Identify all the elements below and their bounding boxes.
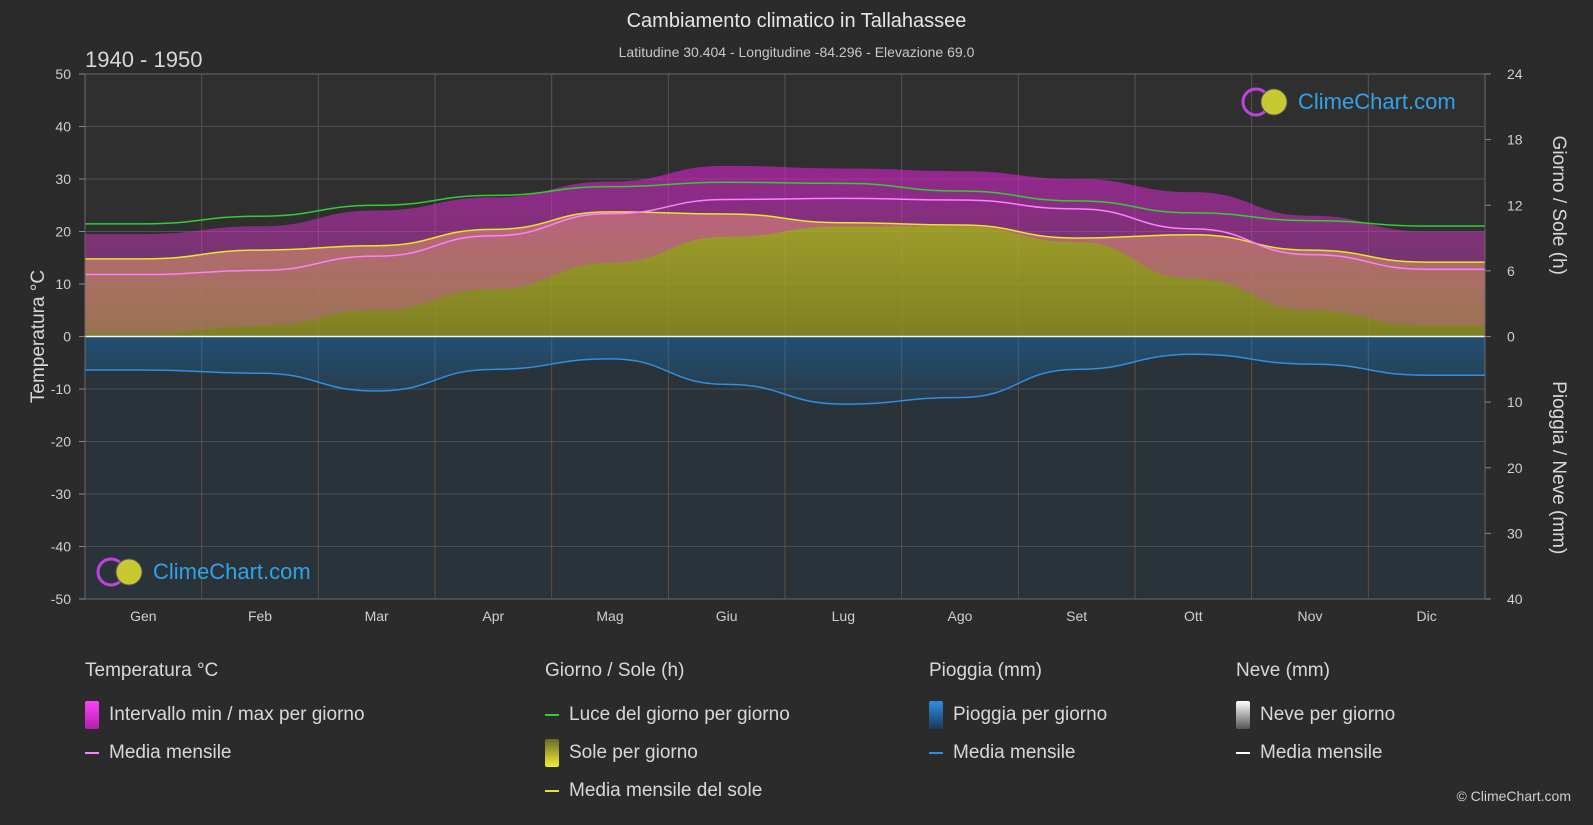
rain-bar — [787, 336, 900, 599]
rain-bar — [1253, 336, 1367, 599]
legend-title: Temperatura °C — [85, 660, 219, 681]
sunshine-mean-line — [85, 211, 1485, 263]
rain-mean-swatch — [929, 752, 943, 754]
snow-swatch — [1236, 701, 1250, 729]
legend-label: Pioggia per giorno — [953, 704, 1108, 725]
left-tick-label: 50 — [55, 66, 71, 82]
logo-bottom: ClimeChart.com — [95, 556, 311, 588]
legend-rain: Pioggia (mm) Pioggia per giorno Media me… — [929, 660, 1107, 772]
logo-text: ClimeChart.com — [153, 559, 311, 584]
chart-subtitle: Latitudine 30.404 - Longitudine -84.296 … — [618, 44, 975, 60]
daylight-swatch — [545, 714, 559, 716]
rain-bar — [320, 336, 433, 599]
left-tick-label: -20 — [51, 434, 71, 450]
temp-range-swatch — [85, 701, 99, 729]
legend-item: Luce del giorno per giorno — [545, 696, 790, 734]
month-label: Dic — [1417, 608, 1437, 624]
right-tick-label: 40 — [1507, 591, 1523, 607]
legend-label: Neve per giorno — [1260, 704, 1396, 725]
temp-range-band — [85, 165, 1485, 334]
rain-bar — [903, 336, 1017, 599]
rain-bar — [670, 336, 783, 599]
legend-label: Luce del giorno per giorno — [569, 704, 790, 725]
legend-item: Media mensile — [1236, 734, 1395, 772]
right-tick-label: 30 — [1507, 525, 1523, 541]
chart-title: Cambiamento climatico in Tallahassee — [626, 10, 967, 32]
month-label: Lug — [832, 608, 855, 624]
legend-item: Sole per giorno — [545, 734, 790, 772]
rain-bar — [1370, 336, 1483, 599]
rain-area — [85, 336, 1485, 405]
climate-chart: 50 40 30 20 10 0 -10 -20 -30 -40 -50 24 18 12 6 0 10 20 30… — [28, 66, 1569, 624]
left-tick-label: 20 — [55, 224, 71, 240]
right-tick-label: 6 — [1507, 263, 1515, 279]
left-tick-label: 40 — [55, 119, 71, 135]
legend-label: Media mensile — [109, 742, 232, 763]
right-tick-label: 24 — [1507, 66, 1523, 82]
month-label: Giu — [716, 608, 738, 624]
legend-label: Intervallo min / max per giorno — [109, 704, 365, 725]
legend-item: Neve per giorno — [1236, 696, 1395, 734]
right-tick-label: 0 — [1507, 329, 1515, 345]
legend-temperature: Temperatura °C Intervallo min / max per … — [85, 660, 365, 772]
legend-snow: Neve (mm) Neve per giorno Media mensile — [1236, 660, 1395, 772]
right-tick-label: 12 — [1507, 197, 1523, 213]
right-tick-label: 10 — [1507, 394, 1523, 410]
rain-bar — [87, 336, 200, 599]
rain-bar — [437, 336, 550, 599]
legend-title: Neve (mm) — [1236, 660, 1330, 681]
left-tick-label: -10 — [51, 381, 71, 397]
snow-mean-swatch — [1236, 752, 1250, 754]
rain-swatch — [929, 701, 943, 729]
sunshine-mean-swatch — [545, 790, 559, 792]
rain-bar — [1137, 336, 1250, 599]
copyright: © ClimeChart.com — [1456, 788, 1571, 804]
rain-bar — [553, 336, 667, 599]
month-label: Mar — [365, 608, 389, 624]
legend-item: Media mensile — [929, 734, 1107, 772]
legend-sun: Giorno / Sole (h) Luce del giorno per gi… — [545, 660, 790, 810]
left-tick-label: 0 — [63, 329, 71, 345]
right-tick-label: 18 — [1507, 132, 1523, 148]
sunshine-swatch — [545, 739, 559, 767]
logo-top: ClimeChart.com — [1240, 86, 1456, 118]
legend-item: Pioggia per giorno — [929, 696, 1107, 734]
month-label: Gen — [130, 608, 156, 624]
left-tick-label: -50 — [51, 591, 71, 607]
legend-title: Pioggia (mm) — [929, 660, 1042, 681]
month-label: Mag — [596, 608, 623, 624]
temp-mean-swatch — [85, 752, 99, 754]
right-tick-label: 20 — [1507, 460, 1523, 476]
temp-mean-line — [85, 197, 1485, 276]
climechart-logo-icon — [96, 557, 143, 587]
rain-mean-line — [85, 353, 1485, 405]
right-bottom-axis-title: Pioggia / Neve (mm) — [1548, 381, 1569, 554]
rain-bar — [203, 336, 317, 599]
legend-item: Media mensile del sole — [545, 772, 790, 810]
month-label: Feb — [248, 608, 272, 624]
right-top-axis-title: Giorno / Sole (h) — [1548, 136, 1569, 275]
legend-title: Giorno / Sole (h) — [545, 660, 685, 681]
legend-label: Sole per giorno — [569, 742, 698, 763]
month-label: Ago — [948, 608, 973, 624]
daylight-line — [85, 181, 1485, 227]
month-label: Nov — [1298, 608, 1323, 624]
left-axis-title: Temperatura °C — [28, 270, 49, 403]
legend-item: Intervallo min / max per giorno — [85, 696, 365, 734]
legend-label: Media mensile — [1260, 742, 1383, 763]
left-tick-label: 30 — [55, 171, 71, 187]
month-label: Set — [1066, 608, 1087, 624]
climechart-logo-icon — [1241, 87, 1288, 117]
left-tick-label: -30 — [51, 486, 71, 502]
month-label: Ott — [1184, 608, 1203, 624]
left-tick-label: 10 — [55, 276, 71, 292]
left-tick-label: -40 — [51, 539, 71, 555]
rain-bar — [1020, 336, 1133, 599]
legend-label: Media mensile del sole — [569, 780, 763, 801]
logo-text: ClimeChart.com — [1298, 89, 1456, 114]
legend-label: Media mensile — [953, 742, 1076, 763]
legend-item: Media mensile — [85, 734, 365, 772]
month-label: Apr — [482, 608, 504, 624]
period-label: 1940 - 1950 — [85, 47, 203, 72]
